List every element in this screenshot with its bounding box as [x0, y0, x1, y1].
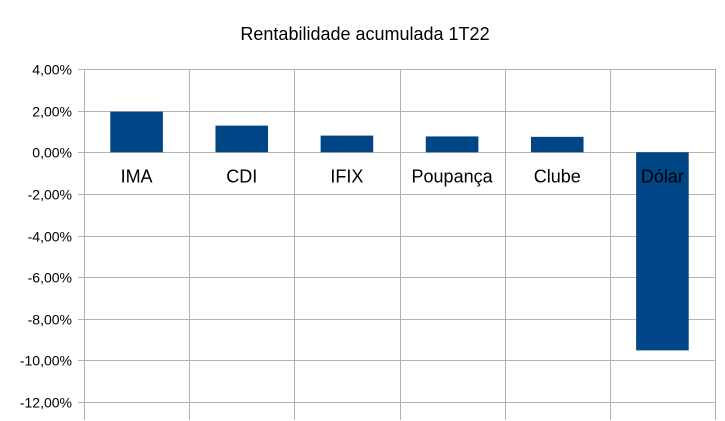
- bar-poupança: [425, 136, 479, 153]
- x-category-label: IMA: [121, 166, 153, 186]
- y-tick-label: -8,00%: [28, 312, 72, 328]
- bar-ifix: [320, 135, 374, 153]
- y-tick-label: -2,00%: [28, 187, 72, 203]
- x-axis-category-labels: IMA CDI IFIX Poupança Clube Dólar: [121, 166, 684, 186]
- bar-cdi: [215, 125, 269, 153]
- x-category-label: IFIX: [330, 166, 363, 186]
- x-category-label: CDI: [226, 166, 257, 186]
- x-category-label: Clube: [534, 166, 581, 186]
- bar-clube: [530, 136, 584, 153]
- y-tick-label: 0,00%: [32, 145, 72, 161]
- chart-title: Rentabilidade acumulada 1T22: [240, 24, 489, 44]
- x-category-label: Poupança: [412, 166, 494, 186]
- y-axis-tick-labels: 4,00% 2,00% 0,00% -2,00% -4,00% -6,00% -8,00% -…: [20, 62, 72, 411]
- bar-dólar: [636, 152, 689, 351]
- gridlines: [78, 69, 716, 420]
- y-tick-label: -4,00%: [28, 229, 72, 245]
- y-tick-label: -6,00%: [28, 270, 72, 286]
- x-category-label: Dólar: [641, 166, 684, 186]
- y-tick-label: 4,00%: [32, 62, 72, 78]
- y-tick-label: -12,00%: [20, 395, 72, 411]
- bar-ima: [110, 111, 163, 153]
- y-tick-label: 2,00%: [32, 104, 72, 120]
- y-tick-label: -10,00%: [20, 353, 72, 369]
- bars: [110, 111, 689, 351]
